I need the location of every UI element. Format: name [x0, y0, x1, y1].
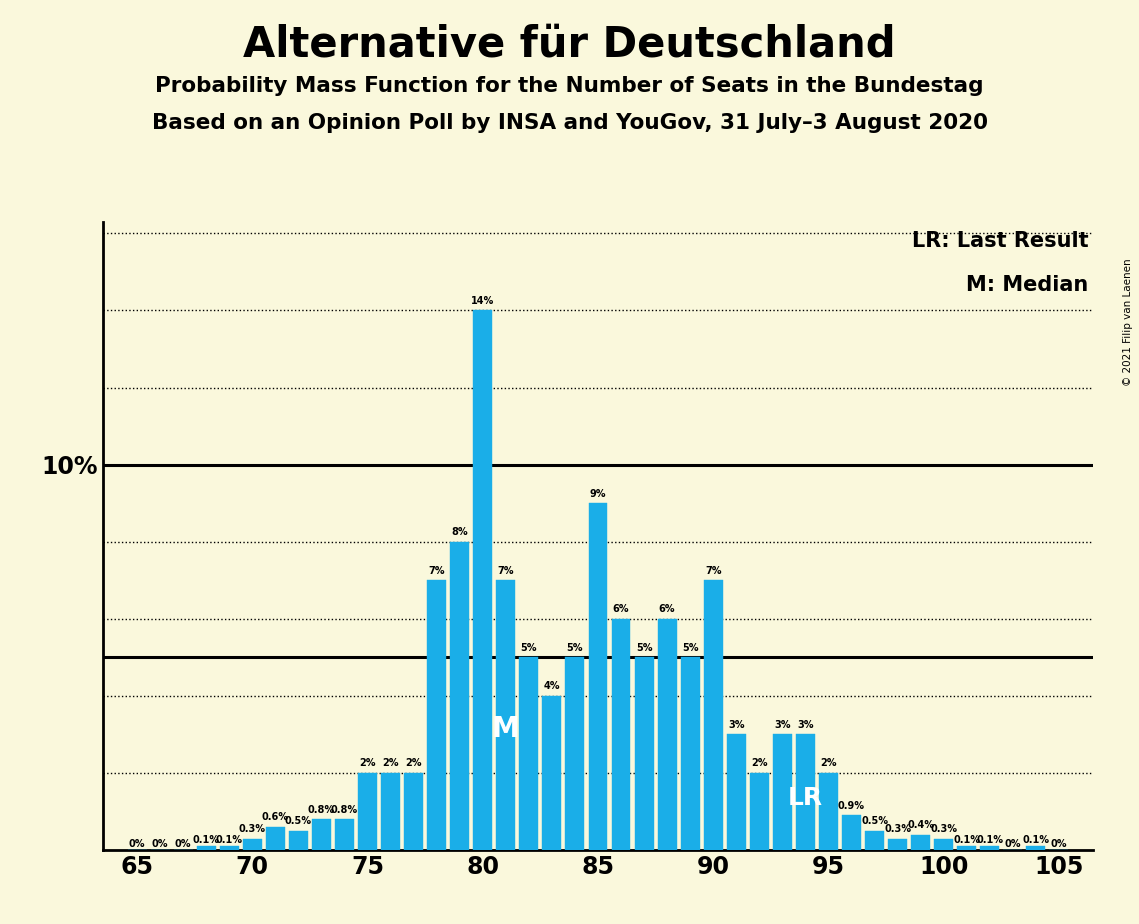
Text: 0%: 0%	[129, 839, 146, 848]
Text: 0.1%: 0.1%	[953, 834, 981, 845]
Text: 0.1%: 0.1%	[215, 834, 243, 845]
Bar	[934, 838, 953, 850]
Text: 8%: 8%	[451, 527, 468, 537]
Text: 2%: 2%	[405, 759, 421, 769]
Bar	[773, 735, 792, 850]
Text: 3%: 3%	[797, 720, 813, 730]
Text: 6%: 6%	[658, 604, 675, 614]
Bar	[565, 657, 584, 850]
Bar	[634, 657, 654, 850]
Text: 0.8%: 0.8%	[308, 805, 335, 815]
Text: 0.3%: 0.3%	[884, 824, 911, 833]
Bar	[657, 619, 677, 850]
Bar	[842, 815, 861, 850]
Bar	[704, 580, 722, 850]
Text: 0.5%: 0.5%	[285, 816, 312, 826]
Text: 2%: 2%	[383, 759, 399, 769]
Text: Based on an Opinion Poll by INSA and YouGov, 31 July–3 August 2020: Based on an Opinion Poll by INSA and You…	[151, 113, 988, 133]
Text: 7%: 7%	[428, 565, 445, 576]
Text: 14%: 14%	[472, 296, 494, 306]
Bar	[865, 831, 884, 850]
Text: 0.1%: 0.1%	[192, 834, 220, 845]
Text: LR: LR	[788, 786, 823, 810]
Bar	[888, 838, 907, 850]
Bar	[404, 773, 423, 850]
Bar	[1026, 846, 1046, 850]
Text: 7%: 7%	[498, 565, 514, 576]
Bar	[911, 834, 931, 850]
Text: 5%: 5%	[636, 643, 653, 652]
Text: © 2021 Filip van Laenen: © 2021 Filip van Laenen	[1123, 259, 1133, 386]
Text: 0%: 0%	[175, 839, 191, 848]
Bar	[358, 773, 377, 850]
Text: 3%: 3%	[775, 720, 790, 730]
Text: 0.3%: 0.3%	[931, 824, 957, 833]
Text: 5%: 5%	[567, 643, 583, 652]
Bar	[243, 838, 262, 850]
Text: 0.8%: 0.8%	[331, 805, 358, 815]
Bar	[197, 846, 215, 850]
Text: 0%: 0%	[1050, 839, 1067, 848]
Text: 0.5%: 0.5%	[861, 816, 888, 826]
Text: Alternative für Deutschland: Alternative für Deutschland	[244, 23, 895, 65]
Text: LR: Last Result: LR: Last Result	[912, 231, 1089, 251]
Bar	[612, 619, 631, 850]
Bar	[819, 773, 838, 850]
Bar	[681, 657, 699, 850]
Bar	[265, 827, 285, 850]
Text: 3%: 3%	[728, 720, 745, 730]
Text: 9%: 9%	[590, 489, 606, 499]
Bar	[289, 831, 308, 850]
Text: 7%: 7%	[705, 565, 721, 576]
Bar	[796, 735, 814, 850]
Text: 0.9%: 0.9%	[838, 801, 865, 810]
Bar	[335, 820, 354, 850]
Text: 4%: 4%	[543, 681, 560, 691]
Text: 0%: 0%	[1005, 839, 1021, 848]
Bar	[427, 580, 446, 850]
Text: 0.1%: 0.1%	[1023, 834, 1049, 845]
Bar	[382, 773, 400, 850]
Bar	[749, 773, 769, 850]
Text: Probability Mass Function for the Number of Seats in the Bundestag: Probability Mass Function for the Number…	[155, 76, 984, 96]
Bar	[589, 504, 607, 850]
Text: 0.6%: 0.6%	[262, 812, 289, 822]
Text: 0.1%: 0.1%	[976, 834, 1003, 845]
Text: 2%: 2%	[820, 759, 837, 769]
Bar	[220, 846, 239, 850]
Bar	[727, 735, 746, 850]
Bar	[474, 310, 492, 850]
Bar	[519, 657, 539, 850]
Text: 5%: 5%	[521, 643, 538, 652]
Bar	[450, 541, 469, 850]
Text: M: M	[492, 714, 519, 743]
Bar	[981, 846, 999, 850]
Text: 0.4%: 0.4%	[907, 820, 934, 830]
Bar	[312, 820, 331, 850]
Text: 5%: 5%	[682, 643, 698, 652]
Text: 2%: 2%	[359, 759, 376, 769]
Bar	[542, 696, 562, 850]
Bar	[957, 846, 976, 850]
Bar	[497, 580, 515, 850]
Text: 0%: 0%	[151, 839, 169, 848]
Text: M: Median: M: Median	[966, 275, 1089, 295]
Text: 2%: 2%	[751, 759, 768, 769]
Text: 6%: 6%	[613, 604, 629, 614]
Text: 0.3%: 0.3%	[239, 824, 265, 833]
